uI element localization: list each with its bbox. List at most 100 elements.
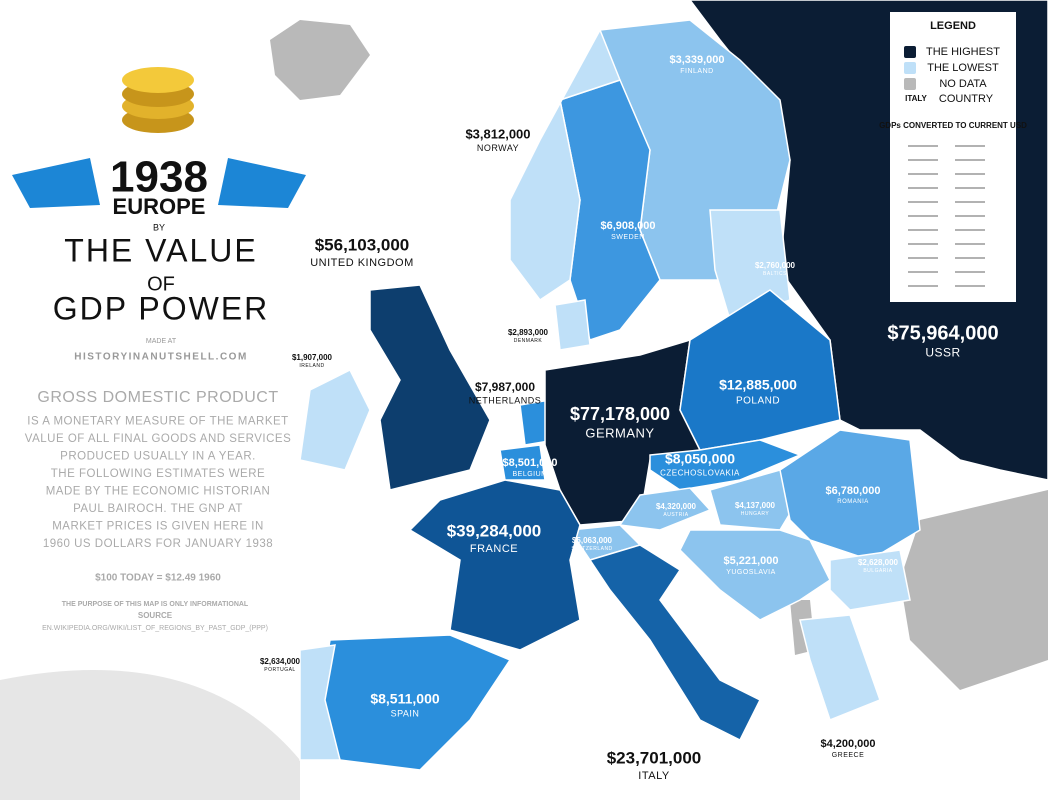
country-value: $4,137,000 xyxy=(735,501,776,510)
country-name: SWEDEN xyxy=(611,234,645,241)
country-name: CZECHOSLOVAKIA xyxy=(660,468,740,477)
country-name: HUNGARY xyxy=(741,511,770,517)
country xyxy=(649,439,803,491)
country-value: $6,908,000 xyxy=(600,220,655,232)
country-name: IRELAND xyxy=(299,363,324,369)
legend-note: GDPs CONVERTED TO CURRENT USD xyxy=(879,121,1027,130)
country-name: FINLAND xyxy=(680,68,713,75)
country-value: $75,964,000 xyxy=(887,322,998,344)
country-value: $56,103,000 xyxy=(315,235,410,254)
legend-swatch xyxy=(904,46,916,58)
country-name: POLAND xyxy=(736,395,780,406)
country-value: $8,511,000 xyxy=(370,691,440,707)
country-value: $6,780,000 xyxy=(825,485,880,497)
legend-example-label: COUNTRY xyxy=(939,93,994,105)
legend-label: THE LOWEST xyxy=(927,62,999,74)
country-value: $23,701,000 xyxy=(607,748,702,767)
description-line: PRODUCED USUALLY IN A YEAR. xyxy=(60,451,256,463)
country-name: AUSTRIA xyxy=(663,512,688,518)
description-line: MADE BY THE ECONOMIC HISTORIAN xyxy=(46,486,271,498)
ribbon-left xyxy=(12,158,100,208)
legend: THE HIGHEST THE LOWEST NO DATA xyxy=(904,46,1000,90)
source-label: SOURCE xyxy=(138,611,173,620)
source: EN.WIKIPEDIA.ORG/WIKI/LIST_OF_REGIONS_BY… xyxy=(42,625,268,632)
description: GROSS DOMESTIC PRODUCT IS A MONETARY MEAS… xyxy=(25,389,291,550)
legend-box xyxy=(890,12,1016,302)
country-name: NORWAY xyxy=(477,143,519,153)
country-name: BALTICS xyxy=(763,271,787,277)
country-name: ROMANIA xyxy=(837,499,869,505)
description-line: 1960 US DOLLARS FOR JANUARY 1938 xyxy=(43,538,273,550)
country xyxy=(618,487,712,531)
legend-label: NO DATA xyxy=(939,78,987,90)
country-value: $7,987,000 xyxy=(475,380,535,394)
city-illustration xyxy=(0,670,300,800)
legend-example-name: ITALY xyxy=(905,94,927,103)
by: BY xyxy=(153,222,165,232)
conversion: $100 TODAY = $12.49 1960 xyxy=(95,573,221,584)
purpose: THE PURPOSE OF THIS MAP IS ONLY INFORMAT… xyxy=(62,601,249,608)
country xyxy=(509,28,621,302)
country xyxy=(829,549,911,611)
description-line: MARKET PRICES IS GIVEN HERE IN xyxy=(52,521,264,533)
country-value: $5,063,000 xyxy=(572,536,613,545)
country xyxy=(299,644,341,761)
country-value: $2,628,000 xyxy=(858,558,899,567)
iceland xyxy=(270,20,370,100)
country-name: FRANCE xyxy=(470,543,518,555)
country-name: BULGARIA xyxy=(863,568,892,574)
legend-label: THE HIGHEST xyxy=(926,46,1000,58)
title-line: GDP POWER xyxy=(53,290,270,326)
country xyxy=(679,289,841,451)
legend-title: LEGEND xyxy=(930,20,976,32)
country xyxy=(408,479,581,651)
country-name: USSR xyxy=(925,346,960,360)
description-line: PAUL BAIROCH. THE GNP AT xyxy=(73,503,243,515)
country-name: NETHERLANDS xyxy=(469,395,542,405)
country-value: $39,284,000 xyxy=(447,521,542,540)
country xyxy=(299,368,371,471)
country-value: $1,907,000 xyxy=(292,353,333,362)
country-value: $8,501,000 xyxy=(502,457,557,469)
countries xyxy=(299,0,1048,771)
ribbon-right xyxy=(218,158,306,208)
title-line: THE VALUE xyxy=(64,232,257,268)
country-name: BELGIUM xyxy=(512,471,547,478)
country-value: $5,221,000 xyxy=(723,555,778,567)
country-value: $2,760,000 xyxy=(755,261,796,270)
made-at: MADE AT xyxy=(146,338,177,345)
country xyxy=(588,544,762,742)
description-line: IS A MONETARY MEASURE OF THE MARKET xyxy=(27,416,288,428)
country-name: SWITZERLAND xyxy=(571,546,612,552)
country-value: $2,893,000 xyxy=(508,328,549,337)
country-name: GERMANY xyxy=(585,425,654,440)
country-value: $8,050,000 xyxy=(665,451,735,467)
country xyxy=(369,284,491,491)
coins xyxy=(122,67,194,133)
description-line: GROSS DOMESTIC PRODUCT xyxy=(37,389,278,406)
country-value: $77,178,000 xyxy=(570,404,670,424)
country-name: DENMARK xyxy=(514,338,543,344)
title-line: OF xyxy=(147,273,175,295)
year: 1938 xyxy=(110,153,208,202)
country-value: $3,812,000 xyxy=(465,126,530,141)
description-line: VALUE OF ALL FINAL GOODS AND SERVICES xyxy=(25,433,291,445)
legend-list xyxy=(908,145,985,287)
site: HISTORYINANUTSHELL.COM xyxy=(74,352,248,363)
country-value: $4,200,000 xyxy=(820,738,875,750)
country-name: SPAIN xyxy=(391,708,420,718)
country xyxy=(799,614,881,721)
country-name: ITALY xyxy=(638,770,670,782)
legend-swatch xyxy=(904,62,916,74)
country-value: $12,885,000 xyxy=(719,377,797,393)
country-name: PORTUGAL xyxy=(264,667,295,673)
country xyxy=(499,444,546,481)
description-line: THE FOLLOWING ESTIMATES WERE xyxy=(51,468,265,480)
country-value: $3,339,000 xyxy=(669,54,724,66)
country-name: YUGOSLAVIA xyxy=(726,569,776,576)
country-name: GREECE xyxy=(832,752,865,759)
country-value: $4,320,000 xyxy=(656,502,697,511)
country-name: UNITED KINGDOM xyxy=(310,257,414,269)
region: EUROPE xyxy=(113,194,206,219)
country xyxy=(554,299,591,351)
